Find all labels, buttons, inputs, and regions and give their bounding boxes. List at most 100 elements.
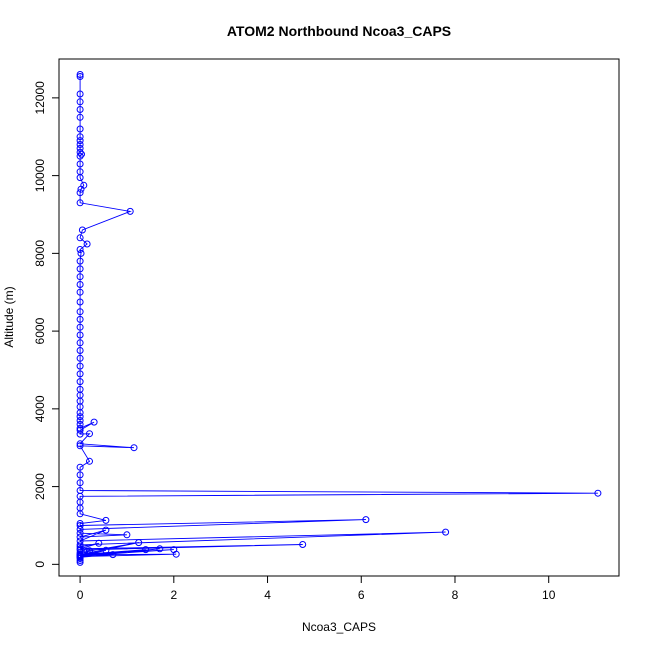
- data-point: [76, 471, 84, 479]
- data-point: [109, 551, 117, 559]
- y-tick-label: 4000: [33, 395, 47, 422]
- data-point: [76, 331, 84, 339]
- data-point: [76, 141, 84, 148]
- data-point: [76, 479, 84, 487]
- y-tick-label: 12000: [33, 81, 47, 115]
- data-point: [299, 541, 307, 548]
- data-point: [76, 510, 84, 518]
- data-point: [90, 418, 98, 426]
- data-point: [76, 339, 84, 347]
- data-point: [126, 207, 134, 215]
- data-point: [76, 125, 84, 133]
- data-point: [86, 457, 93, 465]
- data-point: [76, 315, 84, 323]
- series-markers: [76, 71, 602, 566]
- y-tick-label: 8000: [33, 240, 47, 267]
- data-point: [76, 73, 84, 80]
- data-point: [76, 417, 84, 424]
- data-point: [76, 273, 84, 281]
- data-point: [123, 531, 131, 539]
- y-axis: 0 2000 4000 6000 8000 10000 12000: [33, 81, 60, 568]
- x-axis: 0 2 4 6 8 10: [77, 575, 556, 602]
- x-tick-label: 4: [264, 588, 271, 602]
- y-tick-label: 10000: [33, 159, 47, 193]
- data-point: [78, 226, 86, 234]
- data-point: [76, 323, 84, 331]
- data-point: [76, 98, 84, 106]
- plot-area: [76, 71, 602, 566]
- x-tick-label: 6: [358, 588, 365, 602]
- data-point: [76, 189, 84, 197]
- x-tick-label: 0: [77, 588, 84, 602]
- data-point: [76, 557, 84, 564]
- data-point: [76, 90, 84, 98]
- data-point: [77, 249, 85, 257]
- data-point: [76, 106, 84, 113]
- data-point: [76, 347, 84, 354]
- y-axis-label: Altitude (m): [2, 286, 16, 347]
- data-point: [95, 539, 103, 547]
- data-point: [76, 298, 84, 306]
- data-point: [102, 546, 110, 554]
- x-tick-label: 10: [542, 588, 556, 602]
- data-point: [76, 234, 84, 242]
- data-point: [76, 265, 84, 273]
- data-point: [362, 516, 370, 524]
- data-point: [142, 546, 150, 554]
- data-point: [76, 522, 84, 529]
- x-tick-label: 2: [170, 588, 177, 602]
- x-tick-label: 8: [452, 588, 459, 602]
- data-point: [76, 378, 84, 386]
- data-point: [76, 463, 84, 471]
- data-point: [102, 516, 110, 524]
- y-tick-label: 2000: [33, 473, 47, 500]
- data-point: [76, 308, 84, 316]
- data-point: [102, 526, 110, 534]
- data-point: [76, 370, 84, 378]
- data-point: [76, 362, 84, 370]
- data-point: [86, 547, 93, 555]
- data-point: [76, 413, 84, 421]
- data-point: [76, 440, 84, 448]
- data-point: [130, 444, 138, 452]
- data-point: [135, 539, 143, 547]
- data-point: [442, 528, 450, 536]
- data-point: [76, 529, 84, 537]
- data-point: [77, 185, 85, 193]
- data-point: [172, 550, 180, 558]
- data-point: [76, 257, 84, 265]
- data-point: [83, 240, 91, 248]
- data-point: [76, 160, 84, 168]
- data-point: [76, 281, 84, 288]
- series-line: [78, 74, 598, 563]
- data-point: [76, 555, 84, 562]
- data-point: [156, 545, 164, 553]
- data-point: [76, 533, 84, 541]
- data-point: [76, 113, 84, 121]
- data-point: [76, 133, 84, 141]
- y-tick-label: 0: [33, 561, 47, 568]
- data-point: [76, 525, 84, 533]
- data-point: [76, 354, 84, 362]
- data-point: [76, 288, 84, 296]
- data-point: [594, 489, 602, 497]
- y-tick-label: 6000: [33, 317, 47, 344]
- plot-frame: [58, 58, 620, 577]
- data-point: [86, 430, 93, 438]
- data-point: [76, 152, 84, 160]
- data-point: [83, 547, 91, 555]
- data-point: [76, 137, 84, 145]
- data-point: [78, 150, 85, 158]
- data-point: [76, 199, 84, 207]
- data-point: [76, 148, 84, 156]
- data-point: [76, 409, 84, 417]
- data-point: [76, 246, 84, 253]
- chart-title: ATOM2 Northbound Ncoa3_CAPS: [227, 23, 451, 39]
- data-point: [76, 71, 84, 78]
- data-point: [76, 430, 84, 438]
- data-point: [76, 442, 84, 450]
- data-point: [76, 551, 84, 559]
- data-point: [76, 174, 84, 182]
- x-axis-label: Ncoa3_CAPS: [302, 620, 376, 634]
